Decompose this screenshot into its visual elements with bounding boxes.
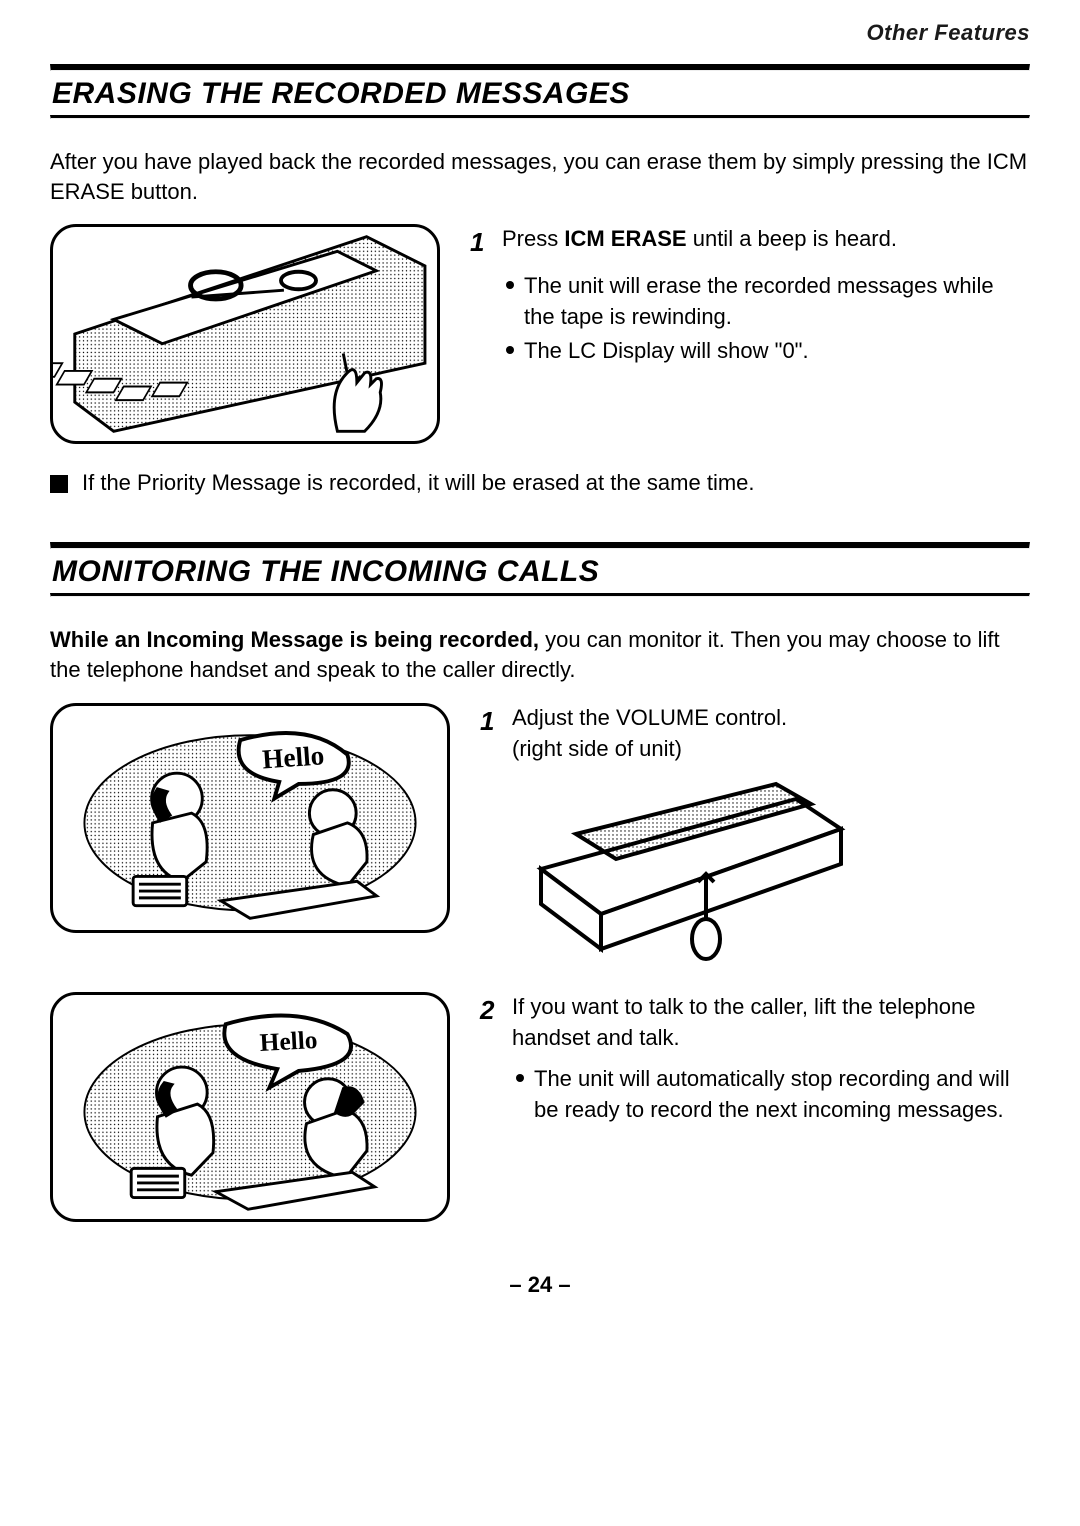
section1-intro: After you have played back the recorded …	[50, 147, 1030, 206]
step1-text: Adjust the VOLUME control. (right side o…	[512, 703, 1030, 765]
section1-row: 1 Press ICM ERASE until a beep is heard.…	[50, 224, 1030, 444]
step2-text: If you want to talk to the caller, lift …	[512, 992, 1030, 1054]
volume-unit-illustration	[516, 774, 856, 974]
section-title-erasing: ERASING THE RECORDED MESSAGES	[50, 71, 1030, 115]
bullet-icon	[506, 281, 514, 289]
divider	[50, 542, 1030, 549]
cassette-deck-illustration	[50, 224, 440, 444]
divider	[50, 115, 1030, 119]
section2-step2: 2 If you want to talk to the caller, lif…	[480, 992, 1030, 1129]
section1-note: If the Priority Message is recorded, it …	[50, 470, 1030, 496]
page-number: – 24 –	[50, 1272, 1030, 1298]
step1-bullets: The unit will erase the recorded message…	[506, 271, 1030, 367]
hello-talk-illustration: Hello	[50, 992, 450, 1222]
note-text: If the Priority Message is recorded, it …	[82, 470, 755, 496]
step-number: 1	[470, 224, 494, 260]
bullet-icon	[506, 346, 514, 354]
square-bullet-icon	[50, 475, 68, 493]
step2-bullets: The unit will automatically stop recordi…	[516, 1064, 1030, 1126]
running-header: Other Features	[50, 20, 1030, 46]
bullet-text: The unit will erase the recorded message…	[524, 271, 1030, 333]
divider	[50, 64, 1030, 71]
svg-text:Hello: Hello	[261, 740, 325, 774]
step-number: 1	[480, 703, 504, 765]
section-title-monitoring: MONITORING THE INCOMING CALLS	[50, 549, 1030, 593]
svg-text:Hello: Hello	[259, 1026, 318, 1057]
bullet-text: The LC Display will show "0".	[524, 336, 809, 367]
hello-monitor-illustration: Hello	[50, 703, 450, 933]
section2-row2: Hello	[50, 992, 1030, 1222]
section2-intro: While an Incoming Message is being recor…	[50, 625, 1030, 684]
bullet-icon	[516, 1074, 524, 1082]
section2-step1: 1 Adjust the VOLUME control. (right side…	[480, 703, 1030, 975]
step-number: 2	[480, 992, 504, 1054]
bullet-text: The unit will automatically stop recordi…	[534, 1064, 1030, 1126]
manual-page: Other Features ERASING THE RECORDED MESS…	[0, 0, 1080, 1338]
divider	[50, 593, 1030, 597]
step1-text: Press ICM ERASE until a beep is heard.	[502, 224, 1030, 260]
section1-steps: 1 Press ICM ERASE until a beep is heard.…	[470, 224, 1030, 371]
section2-row1: Hello	[50, 703, 1030, 975]
